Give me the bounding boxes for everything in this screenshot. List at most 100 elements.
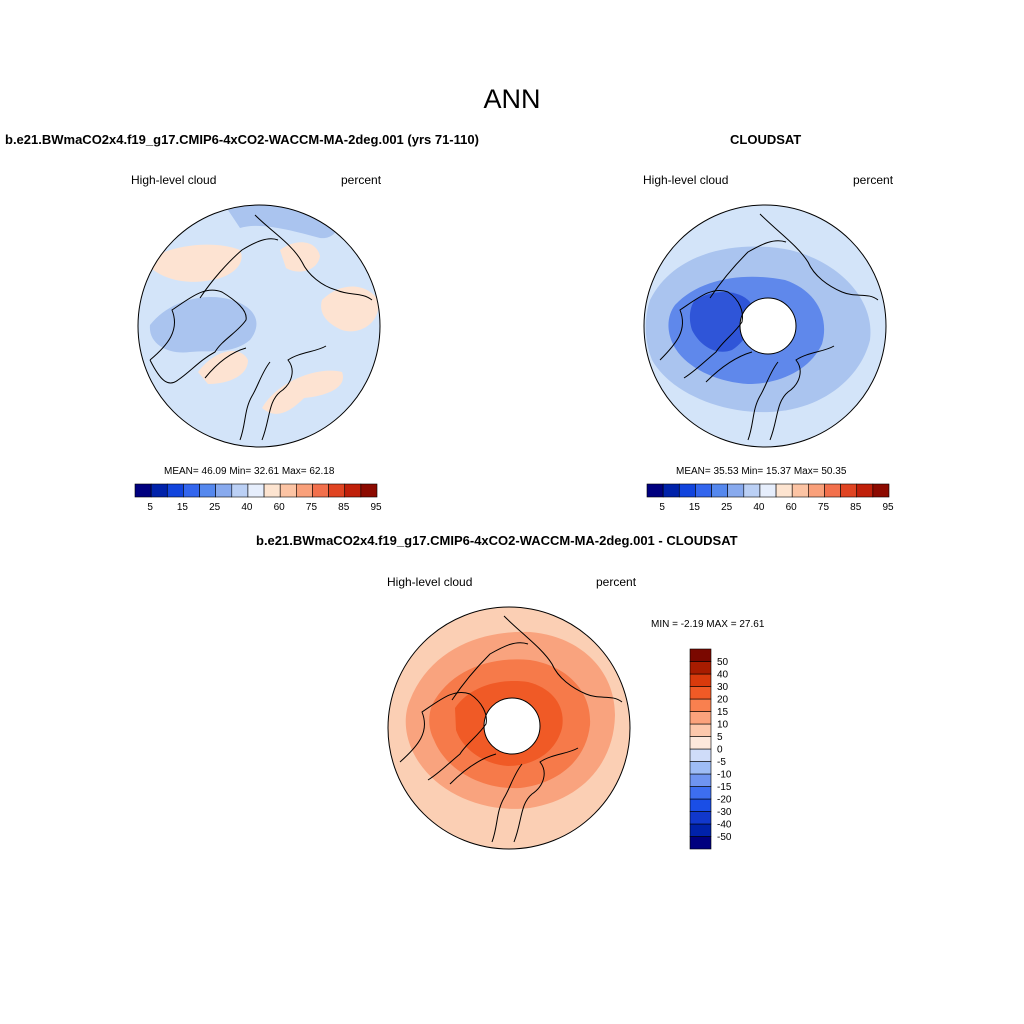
colorbar-tick-label: -10 [717, 770, 732, 781]
model-coastline [254, 214, 373, 301]
model-coastline [199, 238, 279, 299]
colorbar-box [183, 483, 200, 498]
colorbar-box [759, 483, 777, 498]
diff-coastline [451, 642, 529, 701]
colorbar-box [689, 836, 712, 850]
colorbar-tick-label: 75 [306, 502, 318, 513]
colorbar-box [689, 723, 712, 737]
colorbar-box [689, 736, 712, 750]
colorbar-box [689, 661, 712, 675]
colorbar-tick-label: 5 [659, 502, 665, 513]
obs-core-field [689, 291, 752, 352]
colorbar-box [689, 648, 712, 662]
colorbar-tick-label: 85 [338, 502, 350, 513]
diff-missing-data-area [483, 697, 541, 755]
colorbar-box [840, 483, 858, 498]
obs-panel-title: CLOUDSAT [730, 132, 802, 147]
colorbar-box [689, 748, 712, 762]
colorbar-tick-label: 5 [717, 732, 723, 743]
obs-colorbar: 5 15 25 40 60 75 85 95 [646, 483, 894, 513]
colorbar-box [711, 483, 728, 498]
colorbar-tick-label: -20 [717, 795, 732, 806]
obs-coastline [759, 213, 879, 301]
colorbar-tick-label: -15 [717, 782, 732, 793]
colorbar-tick-label: 75 [818, 502, 830, 513]
colorbar-box [689, 686, 712, 700]
colorbar-box [678, 483, 696, 498]
colorbar-box [247, 483, 265, 498]
colorbar-box [328, 483, 346, 498]
colorbar-tick-label: 30 [717, 682, 729, 693]
diff-polar-map [387, 606, 631, 850]
diff-coastline [449, 753, 497, 785]
colorbar-tick-label: 15 [177, 502, 189, 513]
colorbar-box [727, 483, 745, 498]
colorbar-box [166, 483, 184, 498]
colorbar-box [808, 483, 825, 498]
model-panel-title: b.e21.BWmaCO2x4.f19_g17.CMIP6-4xCO2-WACC… [5, 132, 479, 147]
colorbar-box [689, 798, 712, 812]
model-variable-label: High-level cloud [131, 173, 217, 187]
colorbar-tick-label: 25 [721, 502, 733, 513]
colorbar-box [689, 673, 712, 687]
diff-coastline [513, 747, 579, 843]
obs-coastline [709, 240, 787, 299]
obs-variable-label: High-level cloud [643, 173, 729, 187]
colorbar-box [689, 698, 712, 712]
colorbar-tick-label: 10 [717, 720, 729, 731]
colorbar-box [689, 811, 712, 825]
colorbar-box [646, 483, 664, 498]
colorbar-box [263, 483, 281, 498]
colorbar-tick-label: 40 [241, 502, 253, 513]
colorbar-tick-label: 20 [717, 695, 729, 706]
model-low-cloud-region [149, 297, 257, 353]
colorbar-tick-label: 60 [786, 502, 798, 513]
colorbar-box [199, 483, 216, 498]
season-title: ANN [483, 84, 541, 114]
obs-stats: MEAN= 35.53 Min= 15.37 Max= 50.35 [676, 466, 847, 477]
model-high-cloud-region [145, 244, 242, 282]
colorbar-box [743, 483, 761, 498]
colorbar-box [662, 483, 680, 498]
colorbar-box [775, 483, 793, 498]
colorbar-box [824, 483, 841, 498]
diff-panel-title: b.e21.BWmaCO2x4.f19_g17.CMIP6-4xCO2-WACC… [256, 533, 738, 548]
colorbar-tick-label: 5 [147, 502, 153, 513]
colorbar-tick-label: 95 [370, 502, 382, 513]
colorbar-tick-label: 15 [689, 502, 701, 513]
colorbar-box [360, 483, 378, 498]
colorbar-tick-label: -30 [717, 807, 732, 818]
colorbar-box [215, 483, 233, 498]
colorbar-tick-label: 40 [753, 502, 765, 513]
model-high-cloud-region [321, 286, 379, 332]
colorbar-tick-label: 50 [717, 657, 729, 668]
colorbar-box [296, 483, 313, 498]
diff-coastline [399, 692, 487, 781]
colorbar-tick-label: -40 [717, 820, 732, 831]
model-coastline [204, 347, 247, 379]
colorbar-box [695, 483, 712, 498]
obs-units-label: percent [853, 173, 894, 187]
diff-coastline [503, 615, 623, 703]
colorbar-box [689, 711, 712, 725]
model-coastline [239, 361, 271, 441]
colorbar-tick-label: 0 [717, 745, 723, 756]
obs-coastline [769, 345, 835, 441]
colorbar-box [134, 483, 152, 498]
colorbar-box [279, 483, 297, 498]
diff-variable-label: High-level cloud [387, 575, 473, 589]
model-coastline [261, 345, 327, 441]
colorbar-tick-label: 25 [209, 502, 221, 513]
model-stats: MEAN= 46.09 Min= 32.61 Max= 62.18 [164, 466, 335, 477]
colorbar-box [689, 773, 712, 787]
colorbar-box [791, 483, 809, 498]
model-high-cloud-region [280, 242, 320, 272]
colorbar-tick-label: 60 [274, 502, 286, 513]
colorbar-box [150, 483, 168, 498]
obs-polar-map [643, 204, 887, 448]
diff-coastline [491, 763, 523, 843]
model-high-cloud-region [198, 350, 248, 384]
colorbar-box [231, 483, 249, 498]
obs-missing-data-area [739, 297, 797, 355]
